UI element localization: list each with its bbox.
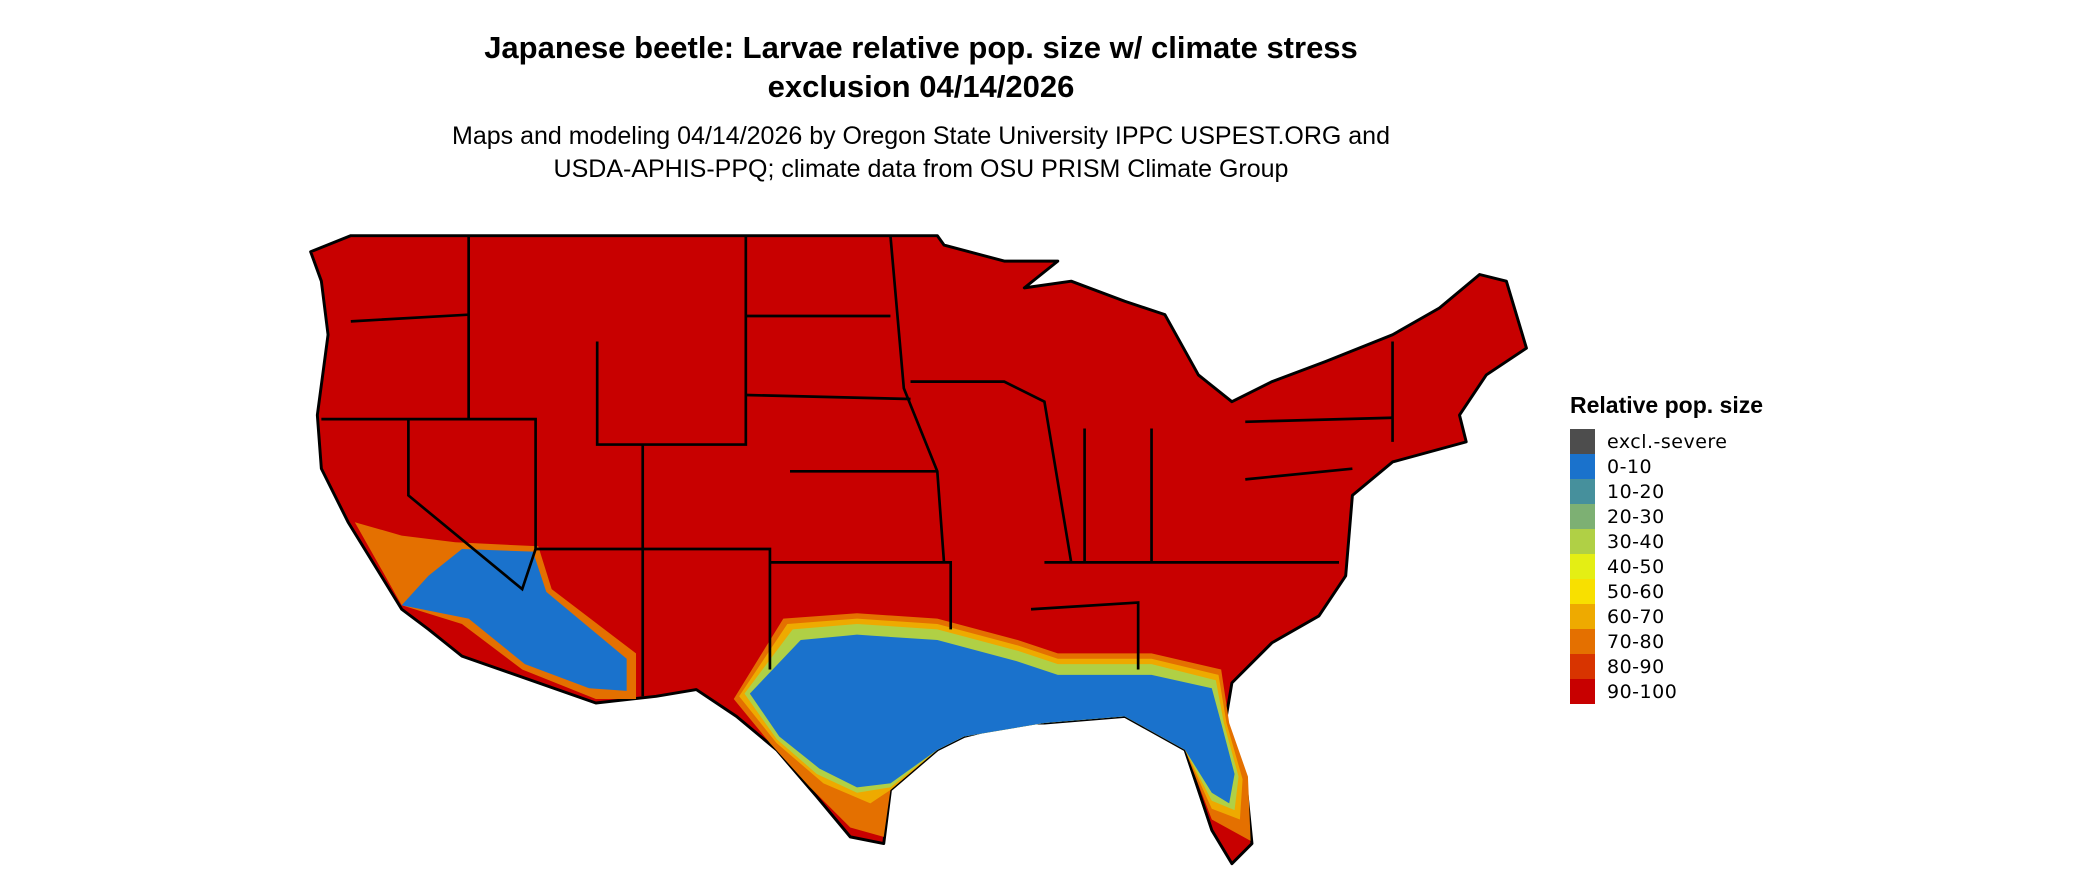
legend-label: 80-90 xyxy=(1607,655,1665,678)
legend-label: 60-70 xyxy=(1607,605,1665,628)
legend-item: 80-90 xyxy=(1570,654,1763,679)
gulf-area-0-10 xyxy=(749,634,1235,804)
legend-label: 70-80 xyxy=(1607,630,1665,653)
legend-title: Relative pop. size xyxy=(1570,392,1764,418)
subtitle-line-2: USDA-APHIS-PPQ; climate data from OSU PR… xyxy=(553,155,1289,183)
legend-label: 50-60 xyxy=(1607,580,1665,603)
map-subtitle: Maps and modeling 04/14/2026 by Oregon S… xyxy=(0,120,1842,186)
state-borders xyxy=(321,235,1394,697)
legend-label: 20-30 xyxy=(1607,505,1665,528)
subtitle-line-1: Maps and modeling 04/14/2026 by Oregon S… xyxy=(452,122,1390,150)
map-title: Japanese beetle: Larvae relative pop. si… xyxy=(0,28,1842,106)
legend-swatch xyxy=(1570,629,1595,654)
legend-swatch xyxy=(1570,454,1595,479)
title-line-2: exclusion 04/14/2026 xyxy=(767,69,1075,104)
legend-swatch xyxy=(1570,429,1595,454)
legend-swatch xyxy=(1570,529,1595,554)
legend-item: 10-20 xyxy=(1570,479,1763,504)
legend-swatch xyxy=(1570,654,1595,679)
legend-item: 30-40 xyxy=(1570,529,1763,554)
legend-label: 40-50 xyxy=(1607,555,1665,578)
legend-item: excl.-severe xyxy=(1570,429,1763,454)
legend-item: 20-30 xyxy=(1570,504,1763,529)
legend: Relative pop. size excl.-severe 0-10 10-20… xyxy=(1570,392,1763,704)
legend-swatch xyxy=(1570,579,1595,604)
legend-items: excl.-severe 0-10 10-20 20-30 30-40 40-50 50-6… xyxy=(1570,429,1763,704)
legend-item: 50-60 xyxy=(1570,579,1763,604)
legend-item: 0-10 xyxy=(1570,454,1763,479)
legend-label: 0-10 xyxy=(1607,455,1653,478)
legend-label: 90-100 xyxy=(1607,680,1678,703)
legend-swatch xyxy=(1570,604,1595,629)
legend-item: 90-100 xyxy=(1570,679,1763,704)
legend-swatch xyxy=(1570,479,1595,504)
legend-label: 30-40 xyxy=(1607,530,1665,553)
title-line-1: Japanese beetle: Larvae relative pop. si… xyxy=(484,30,1358,65)
legend-swatch xyxy=(1570,554,1595,579)
legend-item: 60-70 xyxy=(1570,604,1763,629)
legend-item: 70-80 xyxy=(1570,629,1763,654)
legend-label: 10-20 xyxy=(1607,480,1665,503)
legend-swatch xyxy=(1570,504,1595,529)
legend-label: excl.-severe xyxy=(1607,430,1728,453)
legend-swatch xyxy=(1570,679,1595,704)
southwest-area-0-10 xyxy=(401,548,627,691)
legend-item: 40-50 xyxy=(1570,554,1763,579)
